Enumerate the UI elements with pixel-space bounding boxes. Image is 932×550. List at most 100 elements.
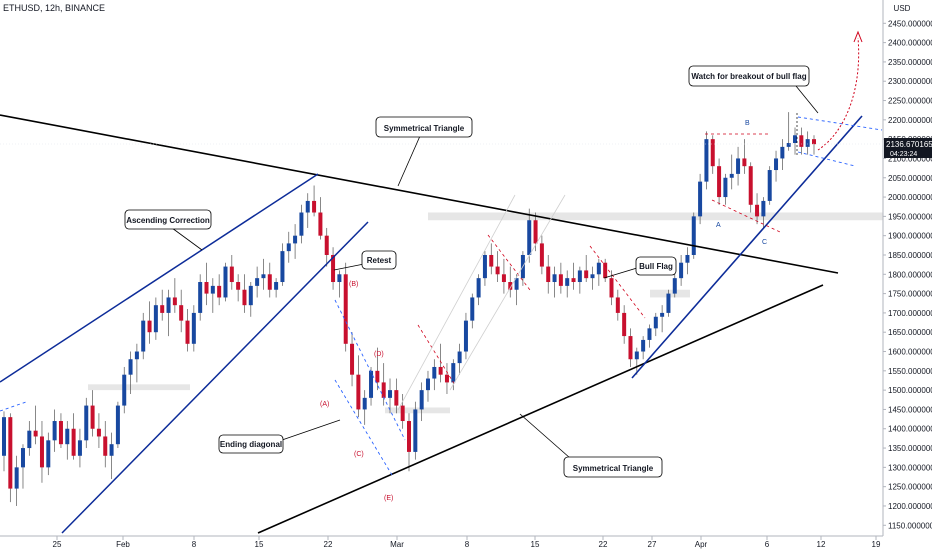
candle-body	[96, 428, 101, 437]
support-zone	[385, 407, 450, 414]
candle-body	[179, 305, 184, 321]
x-tick-label: 12	[817, 540, 826, 549]
candle-body	[109, 444, 114, 456]
candle-body	[362, 397, 367, 410]
y-tick-label: 1200.000000	[888, 502, 932, 511]
y-tick-label: 2000.000000	[888, 193, 932, 202]
candle-body	[318, 212, 323, 236]
candle-body	[236, 282, 241, 290]
candle-body	[634, 351, 639, 360]
y-tick-label: 1350.000000	[888, 444, 932, 453]
candle-body	[413, 409, 418, 452]
candle-body	[628, 336, 633, 360]
candle-body	[514, 278, 519, 290]
y-tick-label: 2350.000000	[888, 58, 932, 67]
candle-body	[286, 243, 291, 252]
candle-body	[742, 158, 747, 167]
candle-body	[432, 366, 437, 379]
candle-body	[255, 278, 260, 286]
candle-body	[77, 440, 82, 456]
candle-body	[533, 220, 538, 244]
candle-body	[84, 405, 89, 441]
support-zone	[428, 212, 883, 221]
y-tick-label: 1750.000000	[888, 290, 932, 299]
candle-body	[280, 251, 285, 283]
candle-body	[369, 370, 374, 398]
y-tick-label: 1300.000000	[888, 463, 932, 472]
wave-label-B-red: (B)	[349, 281, 358, 288]
candle-body	[444, 374, 449, 383]
y-tick-label: 2400.000000	[888, 39, 932, 48]
callout-retest[interactable]: Retest	[333, 250, 397, 271]
y-tick-label: 1800.000000	[888, 270, 932, 279]
candle-body	[552, 274, 557, 283]
y-tick-label: 2300.000000	[888, 77, 932, 86]
candle-body	[58, 421, 63, 445]
x-tick-label: Feb	[116, 540, 130, 549]
price-axis[interactable]: USD 2450.000000 2400.000000 2350.000000 230…	[882, 0, 932, 536]
candle-body	[312, 200, 317, 213]
candle-body	[767, 170, 772, 201]
candle-body	[438, 366, 443, 375]
wave-label-B-blue: B	[745, 120, 750, 127]
x-tick-label: 6	[765, 540, 770, 549]
x-tick-label: 22	[599, 540, 608, 549]
callout-bull-flag[interactable]: Bull Flag	[603, 256, 677, 279]
chart-title: ETHUSD, 12h, BINANCE	[3, 3, 106, 13]
y-tick-label: 1150.000000	[888, 521, 932, 530]
wave-labels: (A) (B) (C) (D) (E) A B C	[320, 120, 767, 502]
candle-body	[394, 390, 399, 406]
candles-layer	[2, 112, 816, 506]
candle-body	[774, 158, 779, 171]
y-tick-label: 1650.000000	[888, 328, 932, 337]
candle-body	[52, 421, 57, 441]
candle-body	[812, 139, 816, 145]
ending-diagonal-top	[334, 299, 406, 441]
candle-body	[685, 254, 690, 263]
candle-body	[451, 363, 456, 383]
candle-body	[476, 278, 481, 298]
candle-body	[647, 328, 652, 340]
candle-body	[748, 166, 753, 205]
candle-body	[698, 181, 703, 217]
y-tick-label: 1850.000000	[888, 251, 932, 260]
y-tick-label: 2100.000000	[888, 154, 932, 163]
triangle-lower-line	[257, 284, 824, 534]
candle-body	[470, 297, 475, 321]
x-tick-label: Apr	[695, 540, 708, 549]
grey-channel-2	[449, 194, 566, 391]
x-tick-label: 22	[324, 540, 333, 549]
candle-body	[672, 278, 677, 294]
candle-body	[204, 282, 209, 294]
candle-body	[780, 146, 785, 159]
callouts-layer: Watch for breakout of bull flag Symmetri…	[124, 65, 819, 478]
candle-body	[242, 289, 247, 306]
candle-body	[723, 177, 728, 198]
candle-body	[331, 254, 336, 283]
candle-body	[134, 351, 139, 360]
callout-bull-flag-breakout[interactable]: Watch for breakout of bull flag	[688, 65, 819, 114]
callout-symmetrical-triangle-top[interactable]: Symmetrical Triangle	[375, 116, 473, 187]
candle-body	[350, 343, 355, 375]
candle-body	[141, 320, 146, 352]
candle-body	[546, 266, 551, 283]
support-zone	[650, 289, 690, 298]
callout-text: Symmetrical Triangle	[384, 124, 465, 133]
callout-symmetrical-triangle-bottom[interactable]: Symmetrical Triangle	[519, 413, 663, 478]
callout-ascending-correction[interactable]: Ascending Correction	[124, 209, 212, 251]
callout-ending-diagonal[interactable]: Ending diagonal	[218, 419, 341, 454]
callout-text: Retest	[367, 256, 392, 265]
candle-body	[527, 220, 532, 255]
wave-label-A-blue: A	[716, 222, 721, 229]
candle-body	[419, 390, 424, 410]
wave-label-C-blue: C	[762, 239, 767, 246]
candle-body	[147, 320, 152, 333]
y-tick-label: 1900.000000	[888, 232, 932, 241]
candle-body	[539, 243, 544, 267]
candle-body	[603, 262, 608, 279]
time-axis[interactable]: 25 Feb 8 15 22 Mar 8 15 22 27 Apr 6 12 19	[0, 535, 883, 549]
candle-body	[489, 254, 494, 267]
candle-body	[90, 405, 95, 429]
channel-upper-line	[0, 173, 319, 383]
